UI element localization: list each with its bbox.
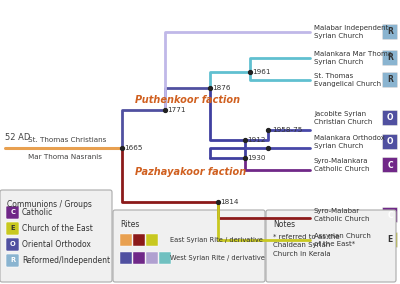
- Text: O: O: [387, 137, 393, 147]
- Text: Notes: Notes: [273, 220, 295, 229]
- Text: Communions / Groups: Communions / Groups: [7, 200, 92, 209]
- FancyBboxPatch shape: [0, 190, 112, 282]
- Text: 1814: 1814: [220, 199, 238, 205]
- Bar: [120, 252, 132, 264]
- FancyBboxPatch shape: [382, 24, 398, 39]
- Text: R: R: [387, 76, 393, 85]
- FancyBboxPatch shape: [382, 208, 398, 222]
- Text: C: C: [387, 210, 393, 220]
- Text: Church of the East: Church of the East: [22, 224, 93, 233]
- Text: 1930: 1930: [247, 155, 266, 161]
- Bar: [159, 252, 171, 264]
- Text: 1912: 1912: [247, 137, 266, 143]
- Text: Malankara Mar Thoma
Syrian Church: Malankara Mar Thoma Syrian Church: [314, 51, 392, 65]
- Text: Jacobite Syrian
Christian Church: Jacobite Syrian Christian Church: [314, 111, 372, 125]
- Text: O: O: [387, 114, 393, 122]
- FancyBboxPatch shape: [382, 72, 398, 87]
- Text: East Syrian Rite / derivative: East Syrian Rite / derivative: [170, 237, 263, 243]
- FancyBboxPatch shape: [6, 254, 19, 267]
- FancyBboxPatch shape: [266, 210, 396, 282]
- Text: Mar Thoma Nasranis: Mar Thoma Nasranis: [28, 154, 102, 160]
- Text: E: E: [387, 235, 393, 245]
- Text: E: E: [11, 225, 15, 231]
- Text: Catholic: Catholic: [22, 208, 53, 217]
- Text: * referred to as the
Chaldean Syrian
Church in Kerala: * referred to as the Chaldean Syrian Chu…: [273, 234, 340, 257]
- Text: 1771: 1771: [167, 107, 186, 113]
- Text: R: R: [10, 258, 16, 264]
- Text: Rites: Rites: [120, 220, 139, 229]
- Text: R: R: [387, 53, 393, 62]
- Text: St. Thomas
Evangelical Church: St. Thomas Evangelical Church: [314, 73, 381, 87]
- Text: Malankara Orthodox
Syrian Church: Malankara Orthodox Syrian Church: [314, 135, 385, 149]
- Text: Reformed/Independent: Reformed/Independent: [22, 256, 110, 265]
- Text: Assyrian Church
of the East*: Assyrian Church of the East*: [314, 233, 371, 247]
- FancyBboxPatch shape: [6, 222, 19, 235]
- FancyBboxPatch shape: [382, 110, 398, 126]
- Text: C: C: [10, 210, 16, 216]
- Text: 52 AD: 52 AD: [5, 133, 30, 143]
- Text: Syro-Malabar
Catholic Church: Syro-Malabar Catholic Church: [314, 208, 370, 222]
- Text: 1961: 1961: [252, 69, 270, 75]
- Text: 1665: 1665: [124, 145, 142, 151]
- Bar: [146, 234, 158, 246]
- Text: West Syrian Rite / derivative: West Syrian Rite / derivative: [170, 255, 265, 261]
- Bar: [120, 234, 132, 246]
- FancyBboxPatch shape: [382, 233, 398, 247]
- Text: 1958-75: 1958-75: [272, 127, 302, 133]
- Bar: [133, 234, 145, 246]
- Text: Malabar Independent
Syrian Church: Malabar Independent Syrian Church: [314, 25, 388, 39]
- Text: 1876: 1876: [212, 85, 230, 91]
- Text: Pazhayakoor faction: Pazhayakoor faction: [135, 167, 246, 177]
- FancyBboxPatch shape: [382, 51, 398, 66]
- Text: Oriental Orthodox: Oriental Orthodox: [22, 240, 91, 249]
- Text: R: R: [387, 28, 393, 37]
- Text: Puthenkoor faction: Puthenkoor faction: [135, 95, 240, 105]
- Text: C: C: [387, 160, 393, 170]
- FancyBboxPatch shape: [113, 210, 265, 282]
- FancyBboxPatch shape: [6, 206, 19, 219]
- Text: O: O: [10, 241, 16, 247]
- FancyBboxPatch shape: [6, 238, 19, 251]
- Bar: [133, 252, 145, 264]
- Text: St. Thomas Christians: St. Thomas Christians: [28, 137, 106, 143]
- FancyBboxPatch shape: [382, 158, 398, 172]
- Bar: [146, 252, 158, 264]
- FancyBboxPatch shape: [382, 135, 398, 149]
- Text: Syro-Malankara
Catholic Church: Syro-Malankara Catholic Church: [314, 158, 370, 172]
